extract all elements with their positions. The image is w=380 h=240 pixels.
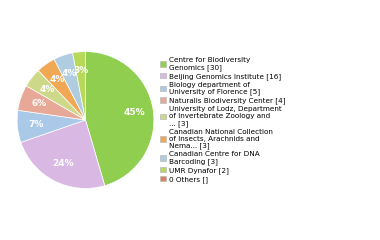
Wedge shape (18, 86, 86, 120)
Text: 24%: 24% (52, 159, 74, 168)
Text: 4%: 4% (39, 85, 54, 94)
Wedge shape (26, 71, 86, 120)
Text: 6%: 6% (31, 99, 47, 108)
Text: 7%: 7% (29, 120, 44, 129)
Wedge shape (73, 52, 86, 120)
Text: 45%: 45% (124, 108, 145, 118)
Wedge shape (54, 53, 86, 120)
Text: 4%: 4% (62, 69, 77, 78)
Text: 4%: 4% (49, 75, 65, 84)
Wedge shape (21, 120, 105, 188)
Wedge shape (17, 110, 85, 142)
Legend: Centre for Biodiversity
Genomics [30], Beijing Genomics Institute [16], Biology : Centre for Biodiversity Genomics [30], B… (160, 57, 285, 183)
Wedge shape (38, 59, 86, 120)
Wedge shape (86, 52, 154, 186)
Text: 3%: 3% (73, 66, 89, 75)
